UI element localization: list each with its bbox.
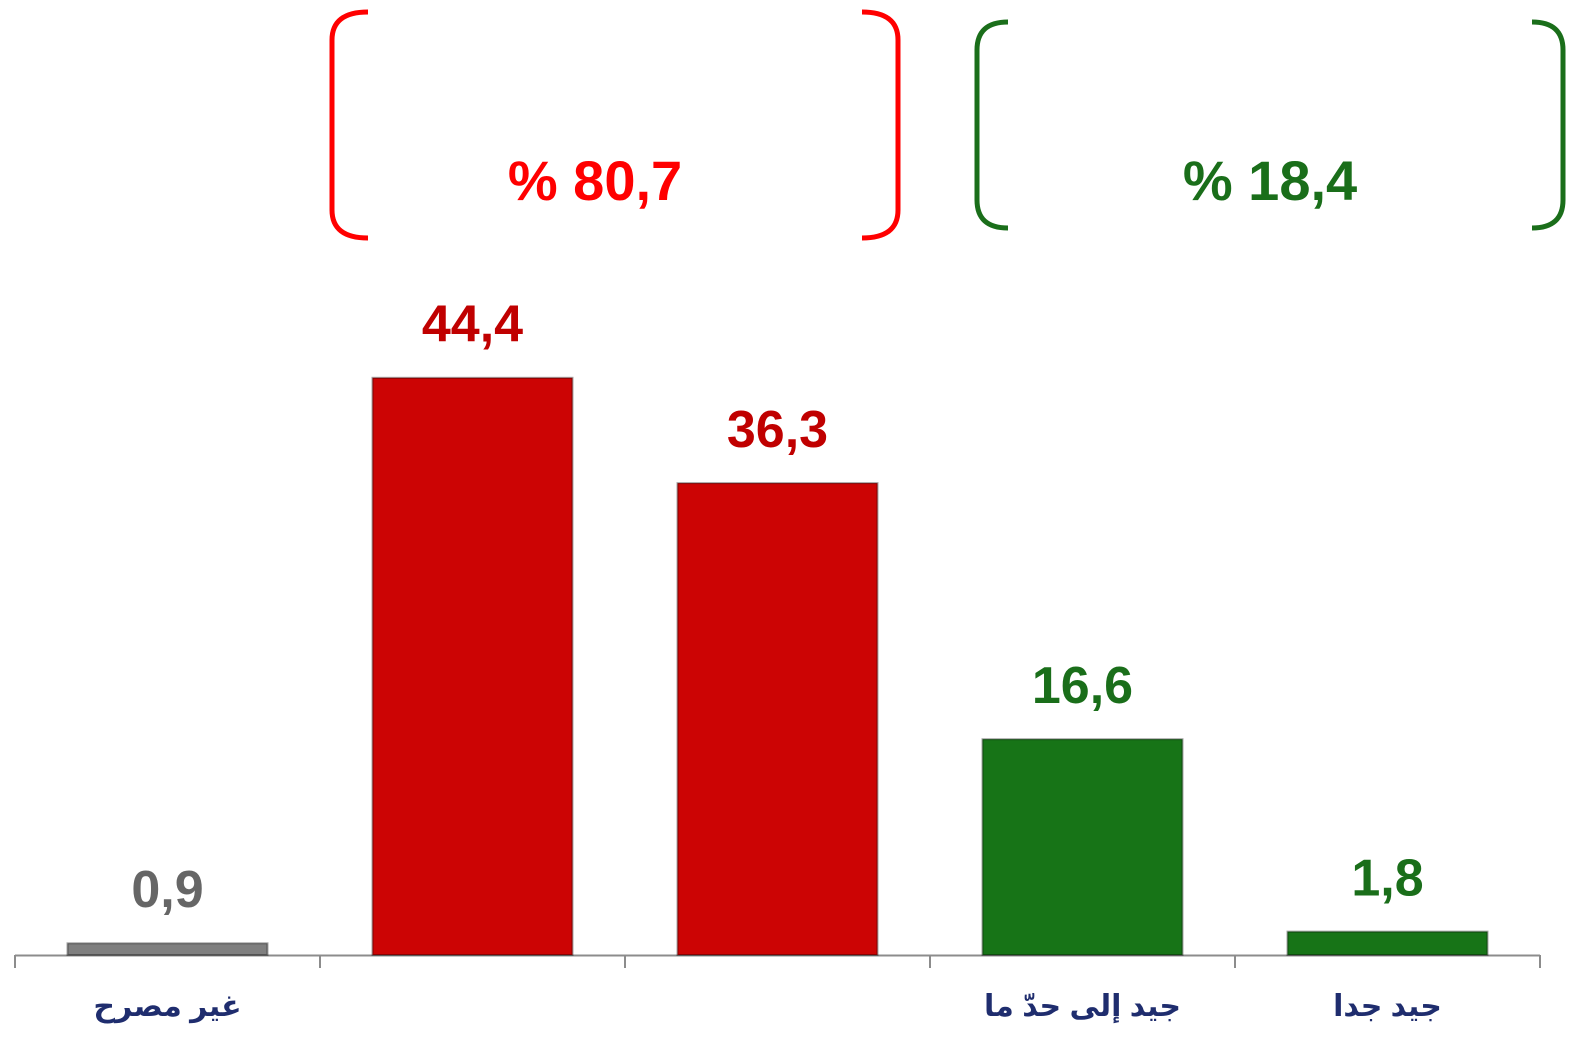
bar	[66, 942, 269, 956]
x-tick-label: غير مصرح	[93, 990, 241, 1023]
annotation: % 80,7	[508, 149, 682, 212]
x-tick-label: جيد جدا	[1333, 990, 1442, 1023]
bracket	[974, 19, 1009, 231]
x-tick-label: جيد إلى حدّ ما	[984, 990, 1181, 1024]
bracket	[861, 9, 901, 241]
value-label: 36,3	[727, 401, 828, 459]
bracket	[329, 9, 369, 241]
bar	[1286, 930, 1489, 956]
annotation: % 18,4	[1183, 149, 1357, 212]
bracket	[1531, 19, 1566, 231]
value-label: 1,8	[1351, 849, 1423, 907]
value-label: 44,4	[422, 296, 523, 354]
value-label: 16,6	[1032, 657, 1133, 715]
bar	[676, 482, 879, 956]
value-label: 0,9	[131, 861, 203, 919]
bar	[981, 738, 1184, 957]
bar	[371, 376, 574, 956]
